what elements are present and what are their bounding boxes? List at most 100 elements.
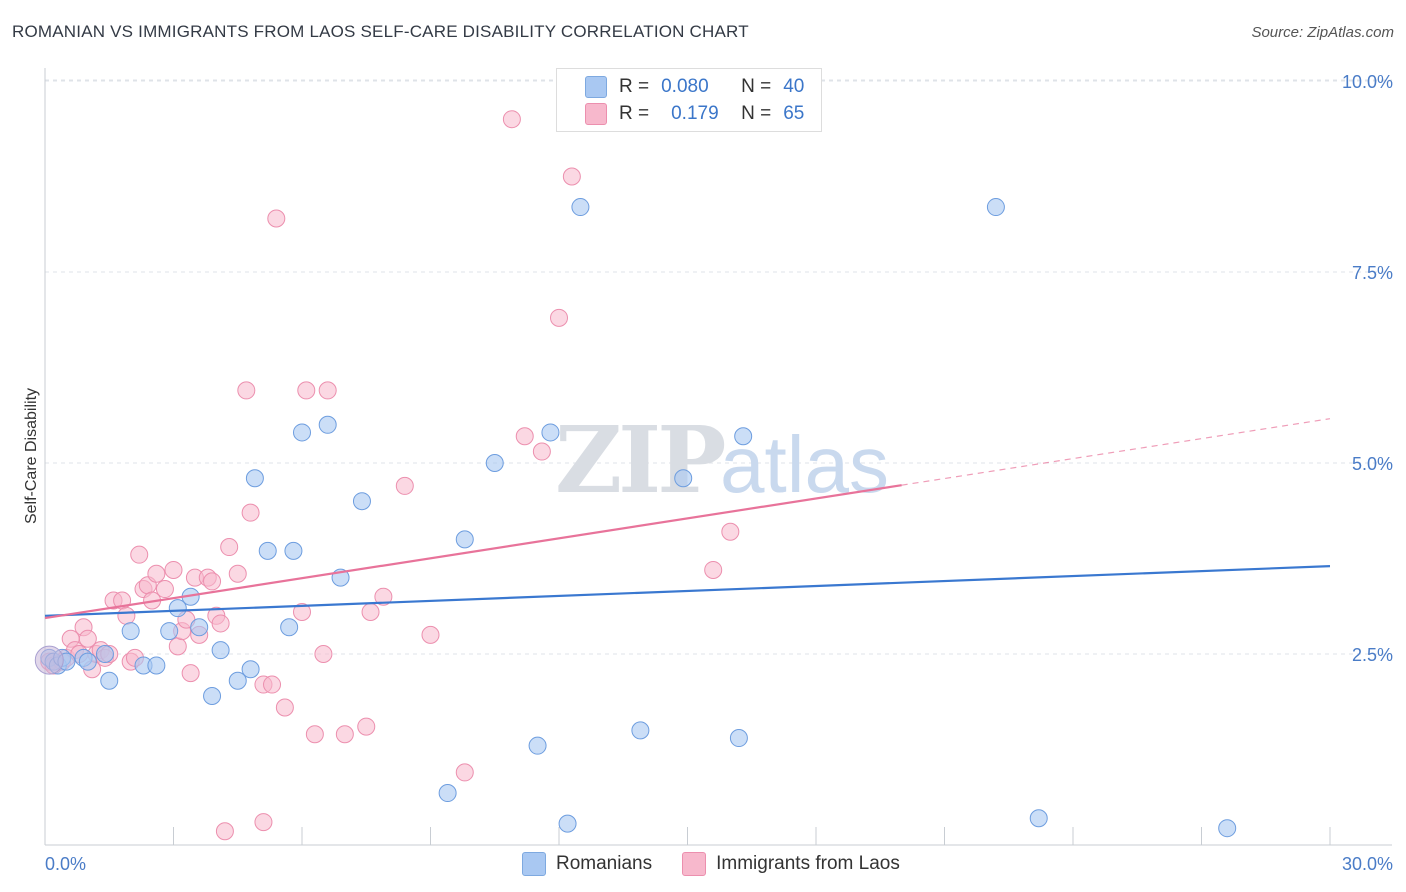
laos-point — [721, 522, 740, 541]
laos-point — [502, 110, 521, 129]
legend-swatch-romanians — [522, 852, 546, 876]
legend-row-laos: R = 0.179 N = 65 — [585, 102, 804, 126]
axes-layer: 2.5% 5.0% 7.5% 10.0% 0.0% 30.0% — [44, 68, 1393, 874]
romanian-point — [203, 687, 222, 706]
legend-swatch-laos — [585, 103, 607, 125]
laos-point — [532, 442, 551, 461]
romanian-point — [352, 492, 371, 511]
laos-point — [228, 564, 247, 583]
legend-label-romanians: Romanians — [556, 853, 653, 874]
laos-point — [130, 545, 149, 564]
legend-r-value: 0.179 — [671, 103, 719, 124]
romanian-point — [674, 469, 693, 488]
chart-title: ROMANIAN VS IMMIGRANTS FROM LAOS SELF-CA… — [12, 22, 749, 41]
legend-item-laos: Immigrants from Laos — [682, 852, 900, 876]
legend-r-value: 0.080 — [661, 76, 709, 97]
laos-point — [220, 538, 239, 557]
laos-point — [704, 560, 723, 579]
laos-point — [297, 381, 316, 400]
romanian-point — [190, 618, 209, 637]
romanian-point — [1029, 809, 1048, 828]
romanian-point — [438, 784, 457, 803]
series-legend: Romanians Immigrants from Laos — [522, 852, 930, 876]
romanian-point — [121, 622, 140, 641]
legend-n-value: 40 — [783, 76, 805, 97]
romanian-point — [95, 645, 114, 663]
laos-point — [275, 698, 294, 717]
laos-point — [263, 675, 282, 694]
laos-point — [215, 822, 234, 841]
laos-point — [562, 167, 581, 186]
watermark-zip: ZIP — [555, 406, 724, 514]
laos-point — [293, 602, 311, 621]
romanian-point — [147, 656, 166, 675]
legend-n-label: N = — [741, 76, 772, 97]
laos-point — [267, 209, 286, 228]
romanian-point — [258, 541, 277, 560]
legend-swatch-laos — [682, 852, 707, 876]
laos-point — [374, 587, 393, 606]
laos-trend-line — [44, 484, 902, 620]
romanian-point — [734, 427, 753, 446]
y-axis-label: Self-Care Disability — [23, 388, 40, 524]
trend-lines — [44, 418, 1331, 620]
romanian-point — [78, 652, 97, 671]
romanian-point — [280, 618, 299, 637]
laos-point — [254, 813, 273, 832]
romanian-point — [1218, 819, 1237, 838]
romanian-point — [228, 671, 247, 690]
romanian-points — [34, 198, 1237, 838]
y-tick-label: 2.5% — [1352, 645, 1393, 665]
watermark: ZIP atlas — [555, 406, 889, 514]
laos-point — [361, 602, 380, 621]
laos-point — [335, 725, 354, 744]
laos-trend-extension — [901, 418, 1331, 486]
laos-point — [318, 381, 337, 400]
cluster-point — [34, 645, 64, 675]
laos-point — [181, 664, 200, 683]
x-tick-label: 30.0% — [1342, 854, 1393, 874]
y-tick-label: 5.0% — [1352, 454, 1393, 474]
laos-point — [164, 560, 183, 579]
romanian-point — [485, 454, 504, 472]
laos-point — [515, 427, 534, 446]
source-label: Source: ZipAtlas.com — [1251, 24, 1394, 41]
laos-point — [357, 717, 376, 736]
legend-r-label: R = — [619, 103, 650, 124]
romanian-point — [160, 622, 179, 641]
laos-point — [211, 614, 230, 633]
legend-row-romanians: R = 0.080 N = 40 — [585, 75, 804, 99]
laos-point — [314, 645, 333, 663]
legend-n-value: 65 — [783, 103, 805, 124]
romanian-point — [284, 541, 303, 560]
y-tick-label: 7.5% — [1352, 263, 1393, 283]
laos-point — [237, 381, 256, 400]
romanian-point — [571, 198, 590, 217]
laos-point — [421, 625, 440, 644]
romanian-point — [168, 599, 187, 618]
romanian-point — [293, 423, 311, 442]
romanians-trend-line — [44, 565, 1331, 617]
laos-point — [550, 308, 568, 327]
laos-point — [241, 503, 260, 522]
laos-point — [147, 564, 166, 583]
laos-point — [455, 763, 474, 782]
romanian-point — [558, 814, 577, 833]
laos-point — [168, 637, 187, 656]
x-tick-label: 0.0% — [45, 854, 86, 874]
laos-point — [155, 580, 174, 599]
romanian-point — [245, 469, 264, 488]
laos-point — [117, 606, 136, 625]
romanian-point — [631, 721, 650, 740]
romanian-point — [318, 415, 337, 434]
legend-item-romanians: Romanians — [522, 852, 652, 876]
laos-point — [395, 476, 414, 495]
romanian-point — [986, 198, 1005, 217]
legend-n-label: N = — [741, 103, 772, 124]
laos-point — [203, 572, 222, 591]
romanian-point — [729, 729, 748, 748]
laos-point — [78, 629, 97, 648]
romanian-point — [541, 423, 560, 442]
romanian-point — [211, 641, 230, 660]
